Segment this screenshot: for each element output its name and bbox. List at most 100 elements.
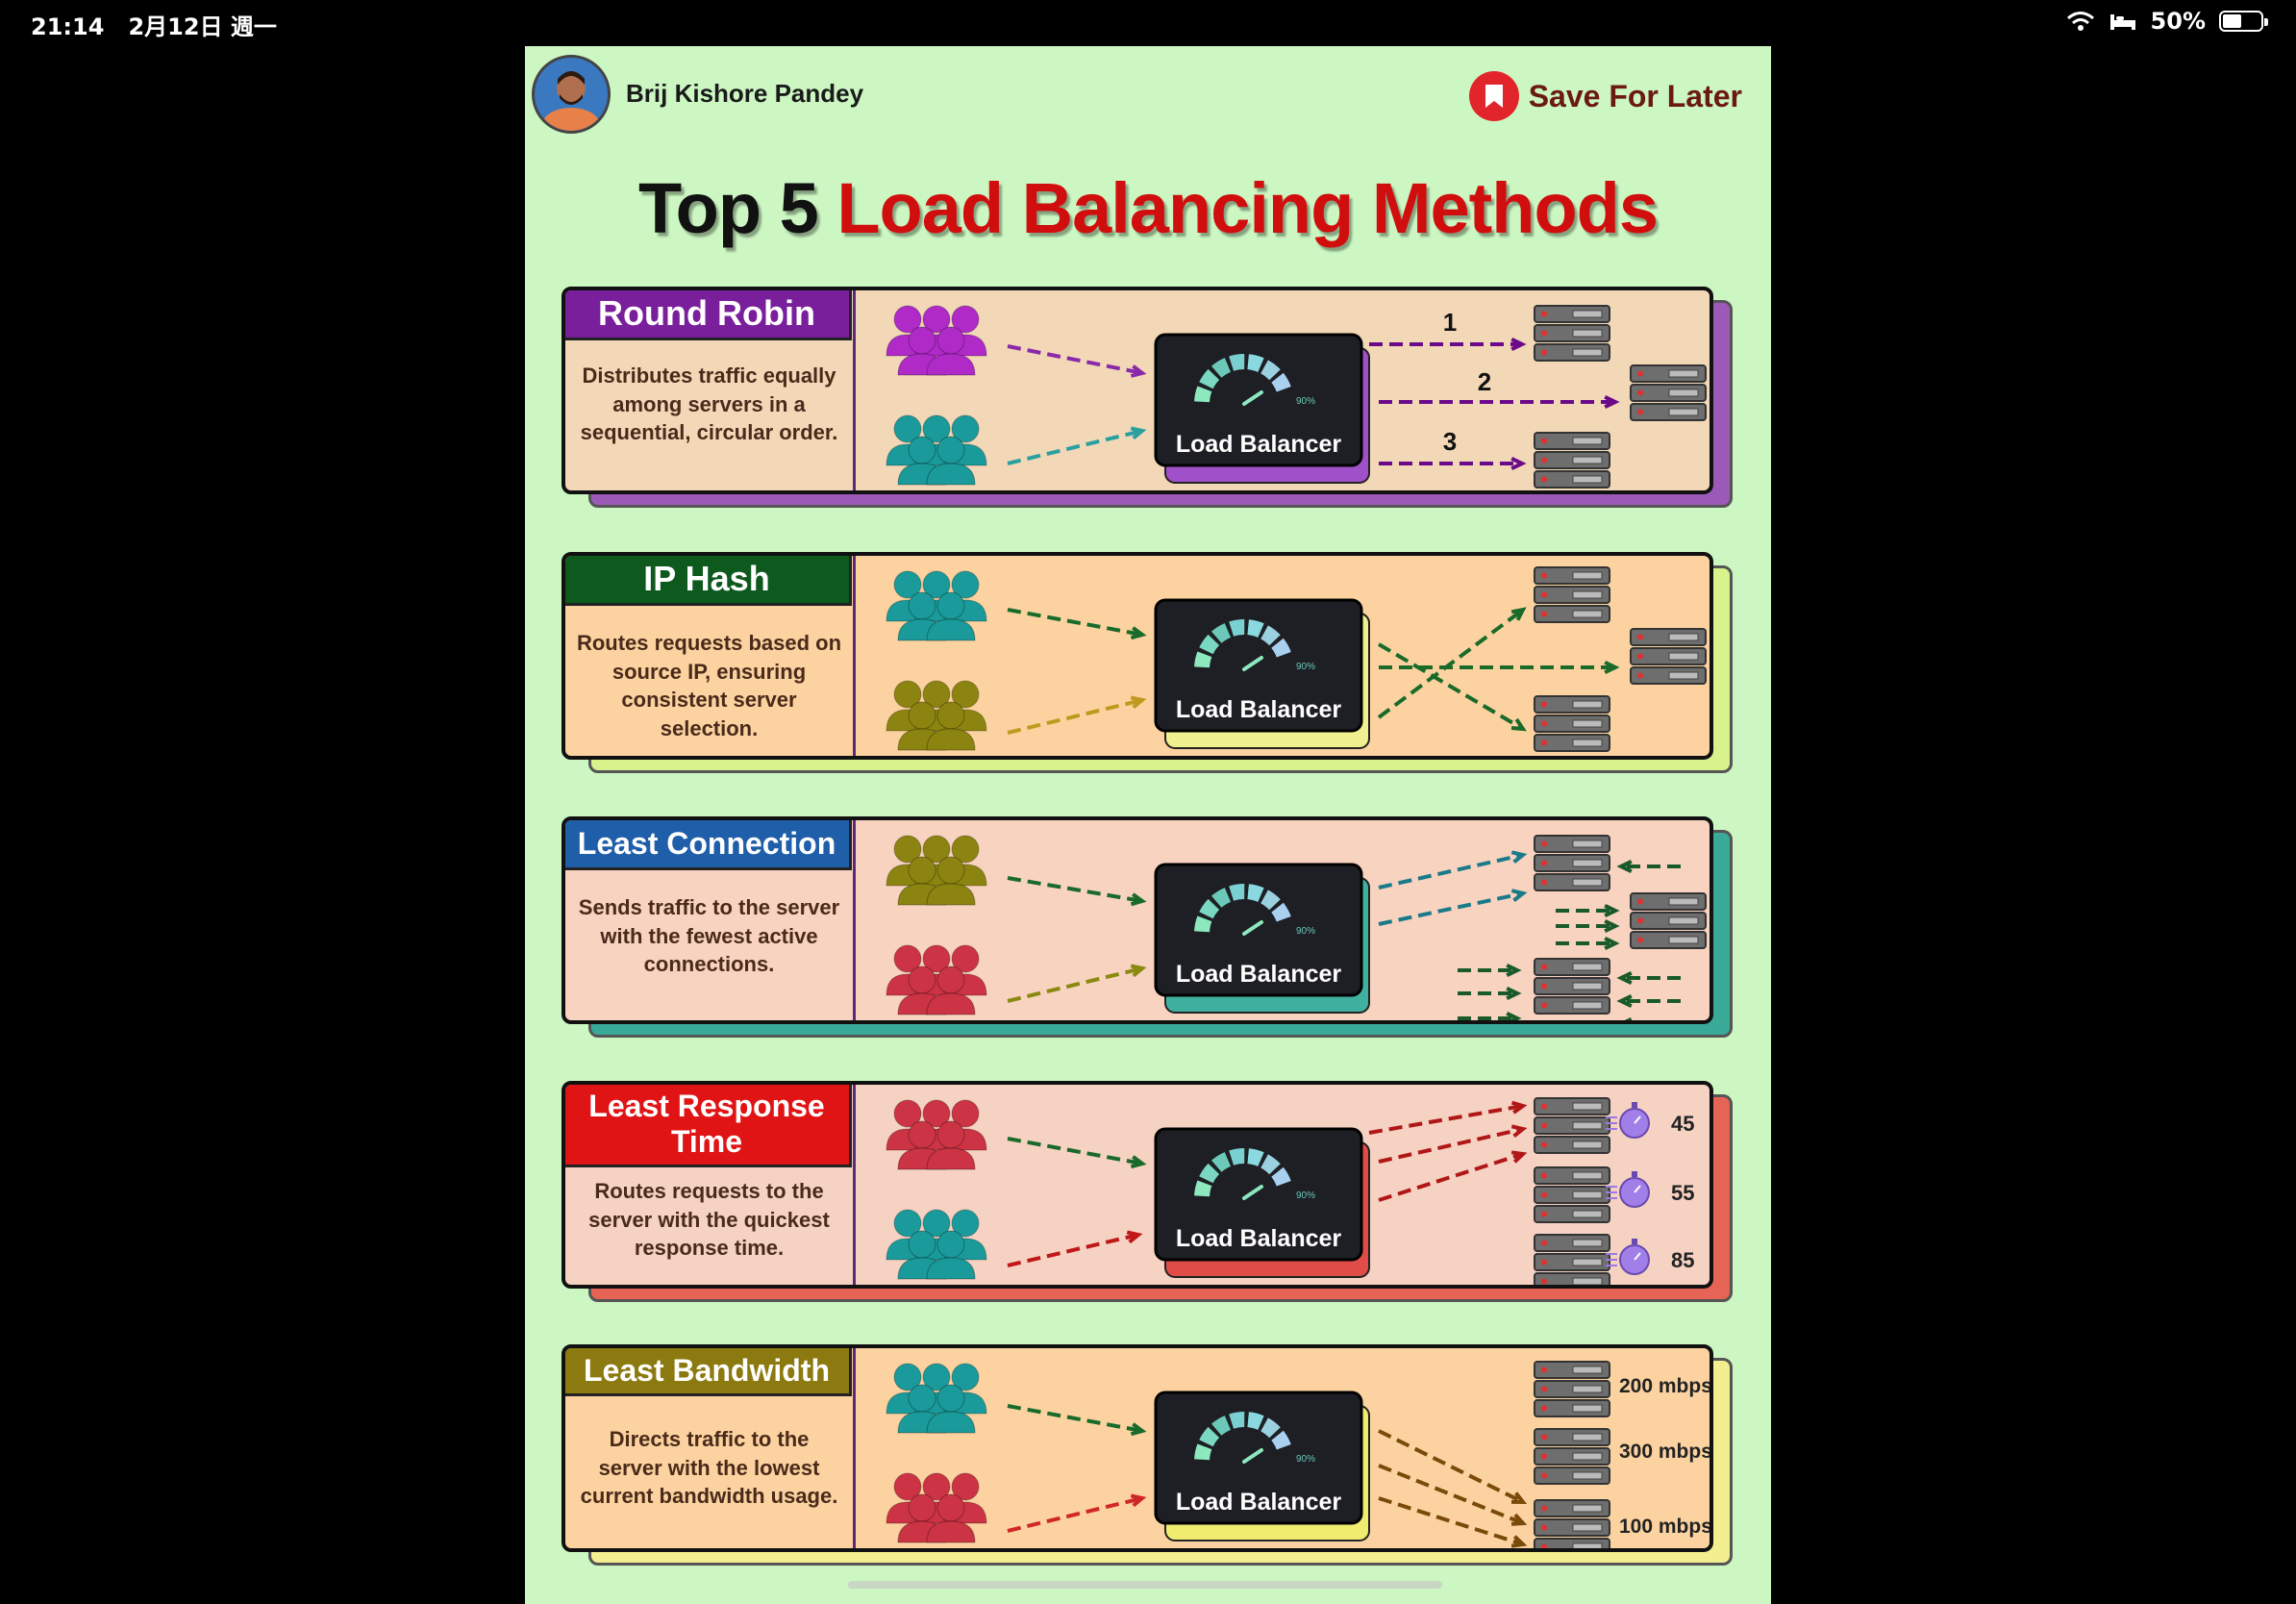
- load-balancer-icon: 90% Load Balancer: [1154, 333, 1370, 484]
- method-card-1: Round Robin Distributes traffic equally …: [562, 287, 1736, 510]
- method-name: Least Connection: [565, 820, 852, 870]
- avatar: [532, 55, 611, 134]
- method-name: Least Response Time: [565, 1085, 852, 1167]
- method-description: Routes requests to the server with the q…: [588, 1179, 830, 1261]
- method-card-5: Least Bandwidth Directs traffic to the s…: [562, 1344, 1736, 1567]
- users-group-icon: [886, 570, 987, 641]
- method-diagram: 90% Load Balancer: [886, 835, 1707, 1020]
- load-balancer-icon: 90% Load Balancer: [1154, 863, 1370, 1014]
- method-diagram: 90% Load Balancer 45 55 85: [886, 1097, 1694, 1285]
- server-rack-icon: [1534, 305, 1610, 362]
- method-card: Round Robin Distributes traffic equally …: [562, 287, 1713, 494]
- users-group-icon: [886, 414, 987, 486]
- load-balancer-label: Load Balancer: [1176, 1489, 1342, 1516]
- request-arrow: [1007, 1493, 1147, 1533]
- gauge-percent: 90%: [1296, 926, 1315, 937]
- wifi-icon: [2066, 12, 2094, 31]
- author-name: Brij Kishore Pandey: [626, 79, 864, 108]
- gauge-percent: 90%: [1296, 1190, 1315, 1201]
- method-info: Least Response Time Routes requests to t…: [565, 1085, 856, 1285]
- person-photo-icon: [535, 58, 608, 131]
- users-group-icon: [886, 1099, 987, 1170]
- load-balancer-icon: 90% Load Balancer: [1154, 598, 1370, 749]
- method-diagram: 90% Load Balancer 1 2 3: [886, 305, 1707, 489]
- connection-arrow: [1556, 918, 1620, 934]
- bookmark-icon: [1468, 71, 1519, 121]
- server-rack-icon: [1534, 566, 1610, 623]
- save-for-later-button[interactable]: Save For Later: [1468, 71, 1742, 121]
- request-arrow: [1007, 1404, 1147, 1437]
- route-arrow: [1378, 1124, 1528, 1164]
- method-card-4: Least Response Time Routes requests to t…: [562, 1081, 1736, 1304]
- method-name: Round Robin: [565, 290, 852, 340]
- method-card-2: IP Hash Routes requests based on source …: [562, 552, 1736, 775]
- connection-arrow: [1616, 993, 1681, 1009]
- route-arrow: [1378, 1464, 1528, 1526]
- route-arrow: [1378, 1150, 1528, 1202]
- stopwatch-icon: [1606, 1239, 1650, 1275]
- server-rack-icon: [1534, 1234, 1610, 1285]
- server-rack-icon: [1534, 1428, 1610, 1485]
- scroll-indicator[interactable]: [848, 1581, 1442, 1589]
- load-balancer-label: Load Balancer: [1176, 696, 1342, 723]
- method-name: IP Hash: [565, 556, 852, 606]
- server-rack-icon: [1534, 695, 1610, 752]
- method-card: Least Bandwidth Directs traffic to the s…: [562, 1344, 1713, 1552]
- users-group-icon: [886, 305, 987, 376]
- route-arrow: [1368, 1100, 1528, 1135]
- gauge-percent: 90%: [1296, 662, 1315, 672]
- users-group-icon: [886, 1209, 987, 1280]
- status-date: 2月12日 週一: [128, 13, 277, 40]
- load-balancer-icon: 90% Load Balancer: [1154, 1127, 1370, 1278]
- route-number: 3: [1443, 427, 1457, 456]
- route-arrow: [1379, 456, 1527, 471]
- response-time-value: 55: [1671, 1181, 1694, 1205]
- bandwidth-value: 300 mbps: [1619, 1441, 1712, 1463]
- users-group-icon: [886, 835, 987, 906]
- route-number: 2: [1478, 367, 1491, 396]
- connection-arrow: [1624, 1016, 1633, 1020]
- server-rack-icon: [1534, 1499, 1610, 1548]
- stopwatch-icon: [1606, 1102, 1650, 1139]
- users-group-icon: [886, 680, 987, 751]
- server-rack-icon: [1630, 628, 1707, 685]
- route-arrow: [1377, 642, 1527, 732]
- route-arrow: [1377, 607, 1527, 719]
- method-info: IP Hash Routes requests based on source …: [565, 556, 856, 756]
- method-card: Least Response Time Routes requests to t…: [562, 1081, 1713, 1289]
- route-arrow: [1379, 660, 1620, 675]
- request-arrow: [1007, 695, 1147, 735]
- connection-arrow: [1458, 986, 1522, 1001]
- connection-arrow: [1556, 936, 1620, 951]
- bandwidth-value: 200 mbps: [1619, 1375, 1712, 1397]
- request-arrow: [1007, 1230, 1143, 1267]
- status-time-date: 21:14 2月12日 週一: [31, 8, 277, 41]
- connection-arrow: [1556, 903, 1620, 918]
- server-rack-icon: [1630, 364, 1707, 421]
- request-arrow: [1007, 426, 1147, 465]
- method-info: Least Connection Sends traffic to the se…: [565, 820, 856, 1020]
- save-for-later-label: Save For Later: [1528, 78, 1742, 113]
- route-arrow: [1378, 889, 1528, 926]
- method-info: Round Robin Distributes traffic equally …: [565, 290, 856, 490]
- method-description: Directs traffic to the server with the l…: [580, 1427, 838, 1509]
- server-rack-icon: [1534, 835, 1610, 891]
- response-time-value: 85: [1671, 1248, 1694, 1272]
- route-arrow: [1378, 850, 1528, 890]
- connection-arrow: [1616, 859, 1681, 874]
- request-arrow: [1007, 876, 1147, 907]
- status-right: 50%: [2066, 8, 2268, 35]
- battery-icon: [2219, 11, 2268, 32]
- request-arrow: [1007, 1137, 1147, 1169]
- server-rack-icon: [1534, 1361, 1610, 1417]
- connection-arrow: [1458, 963, 1522, 978]
- title-part1: Top 5: [637, 168, 837, 248]
- server-rack-icon: [1534, 1166, 1610, 1223]
- request-arrow: [1007, 608, 1147, 640]
- route-arrow: [1379, 394, 1620, 410]
- status-bar: 21:14 2月12日 週一 50%: [0, 0, 2296, 44]
- request-arrow: [1007, 964, 1147, 1003]
- gauge-percent: 90%: [1296, 396, 1315, 407]
- method-description: Sends traffic to the server with the few…: [578, 895, 840, 977]
- route-arrow: [1378, 1496, 1528, 1548]
